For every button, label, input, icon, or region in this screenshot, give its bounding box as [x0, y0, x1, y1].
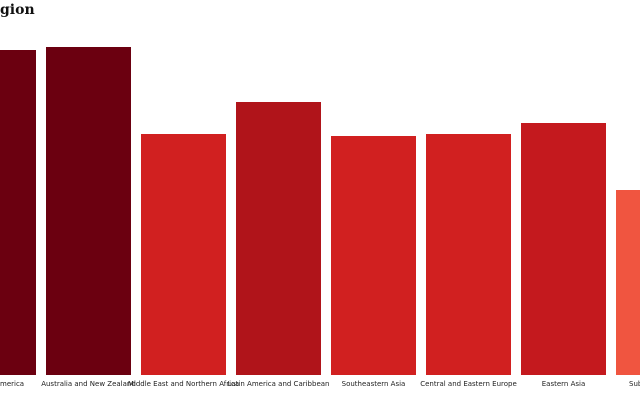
- bar: [141, 134, 226, 375]
- x-tick-label: merica: [0, 380, 24, 388]
- chart-title: gion: [0, 2, 35, 18]
- bar: [46, 47, 131, 375]
- x-tick-label: Sub: [629, 380, 640, 388]
- x-tick-label: Australia and New Zealand: [41, 380, 136, 388]
- bar: [521, 123, 606, 375]
- x-tick-label: Eastern Asia: [542, 380, 586, 388]
- bar: [236, 102, 321, 375]
- bar: [331, 136, 416, 375]
- bar: [0, 50, 36, 375]
- bar: [616, 190, 640, 375]
- x-tick-label: Latin America and Caribbean: [228, 380, 330, 388]
- x-tick-label: Southeastern Asia: [342, 380, 406, 388]
- bar: [426, 134, 511, 375]
- x-tick-label: Central and Eastern Europe: [420, 380, 517, 388]
- x-tick-label: Middle East and Northern Africa: [128, 380, 239, 388]
